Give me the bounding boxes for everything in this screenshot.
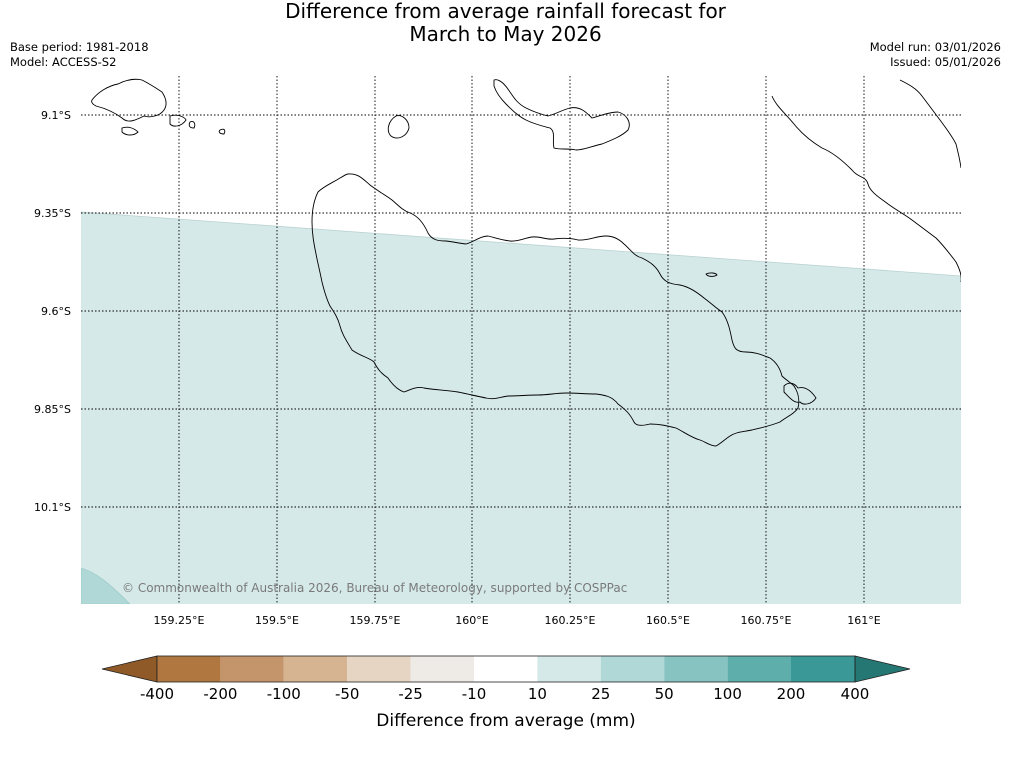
- longitude-label: 160°E: [455, 614, 488, 627]
- graticule: [81, 76, 961, 604]
- latitude-label: 9.6°S: [41, 305, 71, 318]
- copyright-notice: © Commonwealth of Australia 2026, Bureau…: [122, 581, 627, 595]
- colorbar-tick-label: -400: [140, 685, 174, 703]
- base-period: Base period: 1981-2018: [10, 40, 149, 54]
- longitude-label: 159.75°E: [350, 614, 401, 627]
- colorbar-extend-low: [101, 655, 158, 683]
- colorbar-segment: [283, 656, 348, 682]
- coastline-russell-islands: [91, 78, 226, 136]
- colorbar-outline: [156, 655, 856, 683]
- meta-right: Model run: 03/01/2026 Issued: 05/01/2026: [870, 40, 1001, 69]
- longitude-label: 161°E: [847, 614, 880, 627]
- longitude-label: 159.5°E: [255, 614, 299, 627]
- coastline-florida-islands: [493, 79, 630, 151]
- coastline-guadalcanal: [311, 173, 800, 447]
- coastline-east-cape: [783, 382, 817, 405]
- rainfall-band-edge: [81, 211, 961, 277]
- latitude-label: 9.35°S: [34, 207, 71, 220]
- title-line-2: March to May 2026: [409, 22, 602, 46]
- issued-date: Issued: 05/01/2026: [890, 54, 1001, 69]
- longitude-label: 160.5°E: [646, 614, 690, 627]
- latitude-labels: 9.1°S 9.35°S 9.6°S 9.85°S 10.1°S: [34, 109, 71, 514]
- colorbar-segment: [537, 656, 601, 682]
- colorbar-tick-label: 50: [655, 685, 674, 703]
- rainfall-band-25-50: [81, 567, 131, 604]
- colorbar-tick-label: -100: [267, 685, 301, 703]
- colorbar-segment: [410, 656, 474, 682]
- longitude-label: 160.25°E: [545, 614, 596, 627]
- colorbar-label: Difference from average (mm): [376, 711, 635, 731]
- model-name: Model: ACCESS-S2: [10, 54, 117, 69]
- coastline-malaita: [771, 79, 961, 282]
- colorbar-tick-label: -10: [462, 685, 487, 703]
- colorbar-tick-label: -50: [335, 685, 360, 703]
- colorbar-tick-label: 400: [841, 685, 870, 703]
- longitude-labels: 159.25°E 159.5°E 159.75°E 160°E 160.25°E…: [154, 614, 881, 627]
- coastline-islet-1: [705, 272, 718, 277]
- colorbar-segment: [727, 656, 791, 682]
- colorbar-segment: [474, 656, 538, 682]
- meta-left: Base period: 1981-2018 Model: ACCESS-S2: [10, 40, 149, 69]
- map-panel: © Commonwealth of Australia 2026, Bureau…: [81, 76, 961, 604]
- rainfall-band-10-25: [81, 212, 961, 604]
- longitude-label: 159.25°E: [154, 614, 205, 627]
- latitude-label: 9.1°S: [41, 109, 71, 122]
- colorbar-extend-high: [854, 655, 911, 683]
- coastline-islet-2: [387, 115, 410, 139]
- colorbar-segment: [220, 656, 284, 682]
- colorbar-tick-label: 25: [591, 685, 610, 703]
- colorbar-tick-label: -200: [203, 685, 237, 703]
- longitude-label: 160.75°E: [741, 614, 792, 627]
- model-run: Model run: 03/01/2026: [869, 40, 1001, 54]
- coastlines: [91, 78, 961, 447]
- title-line-1: Difference from average rainfall forecas…: [285, 0, 726, 23]
- colorbar-segment: [664, 656, 728, 682]
- colorbar-tick-label: -25: [398, 685, 423, 703]
- colorbar-tick-label: 200: [777, 685, 806, 703]
- colorbar-segment: [157, 656, 221, 682]
- colorbar: -400 -200 -100 -50 -25 -10 10 25 50 100 …: [101, 655, 911, 731]
- colorbar-segment: [347, 656, 411, 682]
- colorbar-segment: [791, 656, 855, 682]
- chart-title: Difference from average rainfall forecas…: [0, 0, 1011, 46]
- latitude-label: 9.85°S: [34, 403, 71, 416]
- colorbar-tick-label: 100: [713, 685, 742, 703]
- latitude-label: 10.1°S: [34, 501, 71, 514]
- colorbar-tick-label: 10: [528, 685, 547, 703]
- colorbar-segment: [600, 656, 665, 682]
